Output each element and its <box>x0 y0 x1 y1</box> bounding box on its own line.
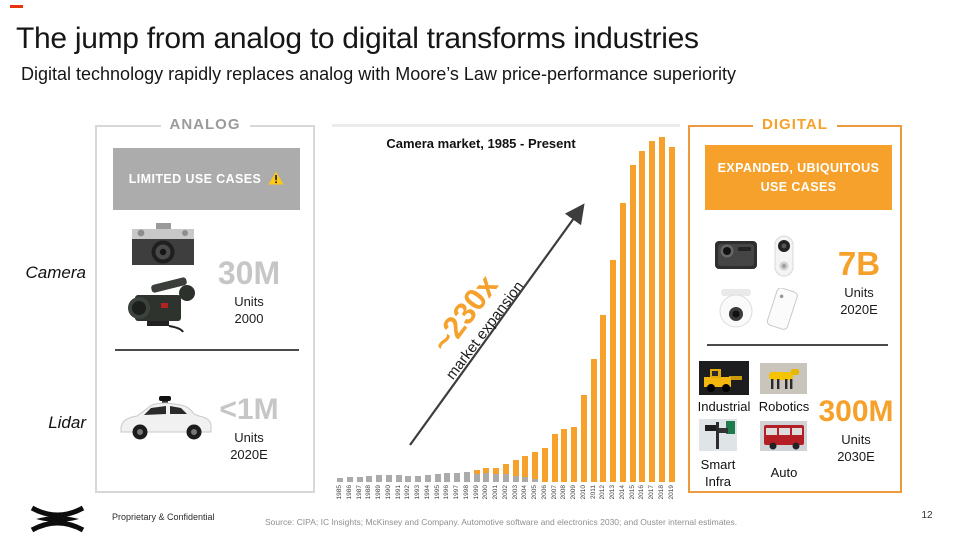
bar-1997: 1997 <box>453 135 460 508</box>
analog-panel-title: ANALOG <box>97 116 313 134</box>
arrow-up-right-icon <box>409 203 585 446</box>
action-camera-icon <box>714 238 758 277</box>
bar-2007: 2007 <box>551 135 558 508</box>
row-label-lidar: Lidar <box>48 413 86 432</box>
bar-1985: 1985 <box>336 135 343 508</box>
bar-1994: 1994 <box>424 135 431 508</box>
digital-panel: DIGITAL EXPANDED, UBIQUITOUS USE CASES <box>688 116 902 493</box>
bar-2006: 2006 <box>541 135 548 508</box>
bar-2001: 2001 <box>492 135 499 508</box>
bar-2016: 2016 <box>638 135 646 508</box>
digital-divider <box>707 344 888 346</box>
analog-divider <box>115 349 299 351</box>
smartphone-icon <box>761 287 805 335</box>
bus-icon <box>760 421 807 456</box>
bar-1998: 1998 <box>463 135 470 508</box>
digital-badge: EXPANDED, UBIQUITOUS USE CASES <box>705 145 892 210</box>
film-camera-icon <box>127 222 199 277</box>
source-note: Source: CIPA; IC Insights; McKinsey and … <box>265 517 738 527</box>
warning-triangle-icon <box>268 171 284 188</box>
page-subtitle: Digital technology rapidly replaces anal… <box>21 64 737 84</box>
chart-bars: 1985 1986 1987 1988 1989 1990 1991 1992 1993 1994… <box>336 135 675 508</box>
bar-2008: 2008 <box>560 135 568 508</box>
digital-lidar-value: 300M Units 2030E <box>806 397 906 466</box>
digital-camera-value: 7B Units 2020E <box>809 247 909 319</box>
bar-2010: 2010 <box>580 135 587 508</box>
digital-lidar-number: 300M <box>818 395 894 428</box>
bar-2009: 2009 <box>570 135 577 508</box>
confidential-note: Proprietary & Confidential <box>112 512 215 522</box>
bar-2011: 2011 <box>590 135 597 508</box>
chart-title: Camera market, 1985 - Present <box>386 136 576 151</box>
bar-1992: 1992 <box>404 135 412 508</box>
bar-1999: 1999 <box>473 135 480 508</box>
industrial-vehicle-icon <box>699 361 749 400</box>
analog-camera-value: 30M Units 2000 <box>199 257 299 328</box>
ouster-logo <box>30 505 85 538</box>
dome-camera-icon <box>713 287 759 334</box>
bar-1991: 1991 <box>395 135 402 508</box>
red-dash-marker <box>10 5 23 8</box>
bar-2013: 2013 <box>609 135 616 508</box>
analog-lidar-value: <1M Units 2020E <box>199 395 299 464</box>
analog-camera-units: Units 2000 <box>234 294 264 326</box>
bar-1989: 1989 <box>375 135 382 508</box>
bar-2004: 2004 <box>521 135 529 508</box>
cine-camera-icon <box>121 277 197 338</box>
bar-2012: 2012 <box>599 135 607 508</box>
video-doorbell-icon <box>774 235 794 282</box>
row-label-camera: Camera <box>25 263 86 282</box>
use-case-label-industrial: Industrial <box>697 399 751 414</box>
use-case-label-smart-infra: Smart Infra <box>700 457 736 489</box>
bar-2005: 2005 <box>531 135 538 508</box>
digital-camera-number: 7B <box>837 245 881 282</box>
camera-market-chart: Camera market, 1985 - Present 1985 1986 19… <box>332 123 682 509</box>
bar-2000: 2000 <box>482 135 490 508</box>
bar-1990: 1990 <box>385 135 392 508</box>
bar-2015: 2015 <box>629 135 636 508</box>
use-case-label-auto: Auto <box>770 465 798 480</box>
bar-2017: 2017 <box>648 135 655 508</box>
analog-panel: ANALOG LIMITED USE CASES <box>95 116 315 493</box>
chart-top-rule <box>332 124 680 127</box>
bar-2003: 2003 <box>512 135 519 508</box>
bar-1987: 1987 <box>356 135 363 508</box>
use-case-label-robotics: Robotics <box>758 399 810 414</box>
bar-1986: 1986 <box>346 135 353 508</box>
digital-panel-title: DIGITAL <box>690 116 900 134</box>
analog-badge: LIMITED USE CASES <box>113 148 300 210</box>
bar-2018: 2018 <box>658 135 665 508</box>
analog-lidar-units: Units 2020E <box>230 430 268 462</box>
bar-2002: 2002 <box>502 135 509 508</box>
page-title: The jump from analog to digital transfor… <box>16 22 699 55</box>
analog-camera-number: 30M <box>217 255 281 291</box>
page-number: 12 <box>921 510 933 521</box>
bar-1995: 1995 <box>434 135 441 508</box>
bar-2014: 2014 <box>619 135 626 508</box>
lidar-car-icon <box>113 392 217 449</box>
digital-lidar-units: Units 2030E <box>837 432 875 464</box>
digital-camera-units: Units 2020E <box>840 285 878 317</box>
bar-1988: 1988 <box>365 135 373 508</box>
bar-1993: 1993 <box>414 135 421 508</box>
robot-dog-icon <box>760 363 807 399</box>
analog-lidar-number: <1M <box>219 393 279 426</box>
traffic-camera-icon <box>699 419 737 456</box>
bar-1996: 1996 <box>443 135 451 508</box>
bar-2019: 2019 <box>668 135 675 508</box>
